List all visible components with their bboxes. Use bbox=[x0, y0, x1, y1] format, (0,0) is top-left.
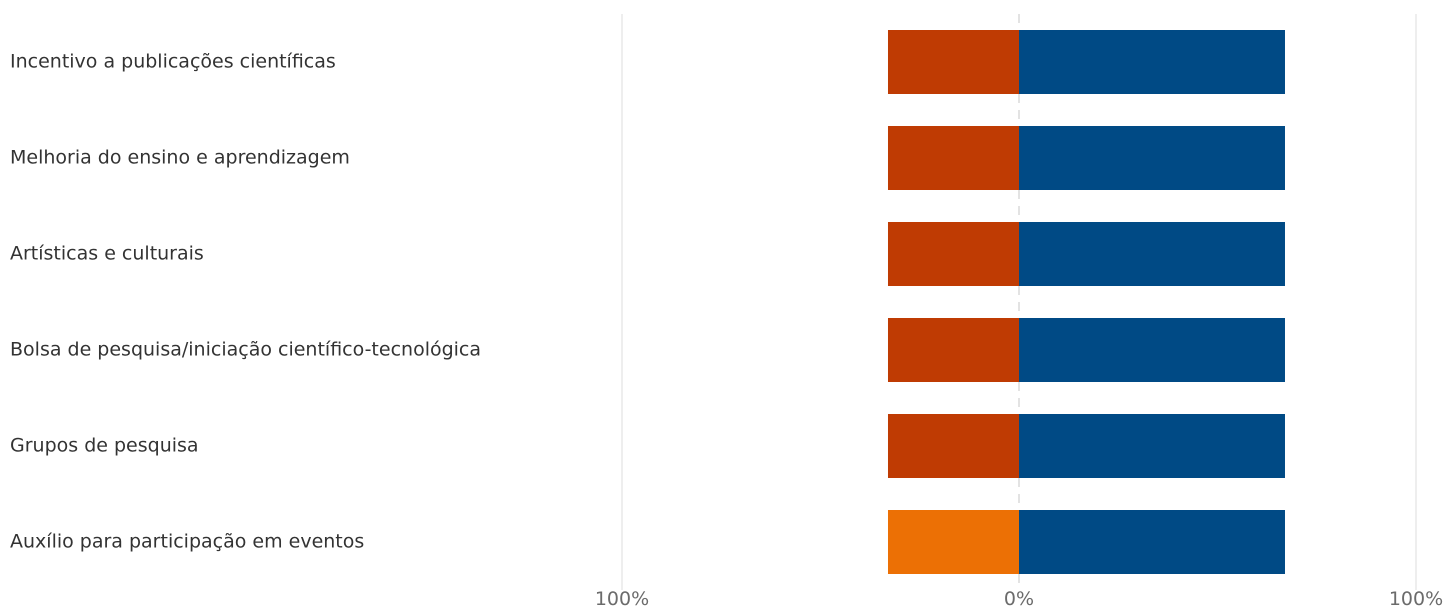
x-tick-label: 0% bbox=[1004, 588, 1034, 610]
bar-negative bbox=[887, 414, 1019, 478]
bar-positive bbox=[1019, 510, 1285, 574]
bar-negative bbox=[887, 222, 1019, 286]
bar-positive bbox=[1019, 126, 1285, 190]
x-tick-label: 100% bbox=[1389, 588, 1443, 610]
category-label: Incentivo a publicações científicas bbox=[10, 51, 336, 73]
bar-negative bbox=[887, 318, 1019, 382]
bar-negative bbox=[887, 30, 1019, 94]
category-label: Auxílio para participação em eventos bbox=[10, 531, 364, 553]
x-tick-label: 100% bbox=[595, 588, 649, 610]
bar-positive bbox=[1019, 318, 1285, 382]
bar-negative bbox=[887, 510, 1019, 574]
category-label: Melhoria do ensino e aprendizagem bbox=[10, 147, 350, 169]
bar-positive bbox=[1019, 30, 1285, 94]
bar-positive bbox=[1019, 222, 1285, 286]
category-label: Artísticas e culturais bbox=[10, 243, 204, 265]
category-label: Bolsa de pesquisa/iniciação científico-t… bbox=[10, 339, 481, 361]
bar-positive bbox=[1019, 414, 1285, 478]
category-label: Grupos de pesquisa bbox=[10, 435, 199, 457]
bar-negative bbox=[887, 126, 1019, 190]
